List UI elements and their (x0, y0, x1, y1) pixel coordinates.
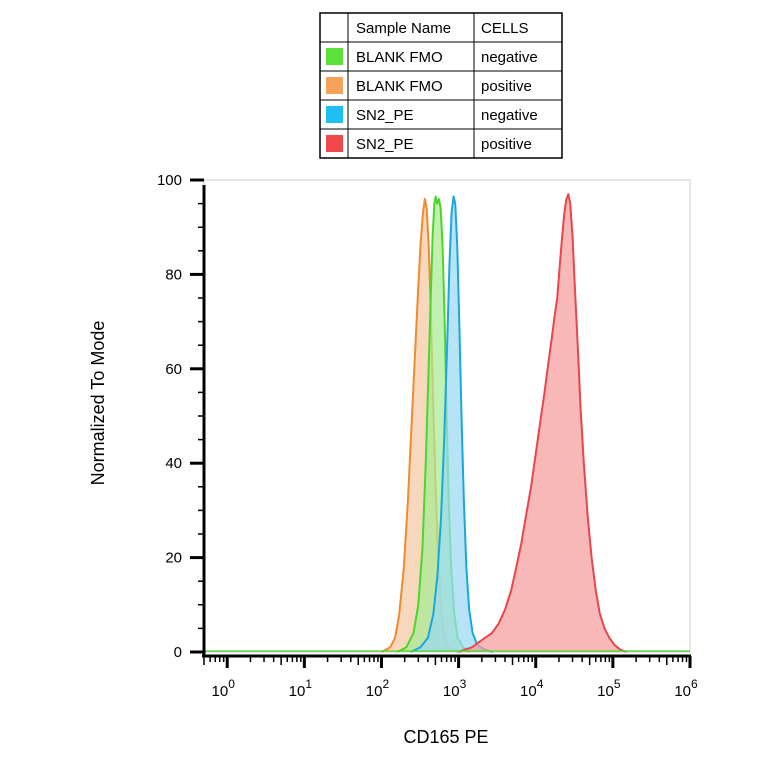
legend-sample-name: BLANK FMO (356, 78, 443, 95)
histogram-area-0 (381, 198, 459, 652)
axes: 0 20 40 60 80 100 100 101 102 103 104 105 106 (157, 172, 698, 700)
legend-cells-value: negative (481, 49, 538, 66)
y-tick-label: 100 (157, 172, 182, 189)
legend-sample-name: SN2_PE (356, 107, 414, 124)
y-axis-label: Normalized To Mode (88, 321, 108, 486)
legend-table: Sample Name CELLS BLANK FMO negative BLANK F… (319, 12, 563, 159)
y-tick-label: 60 (165, 361, 182, 378)
legend-header-sample: Sample Name (356, 20, 451, 37)
x-tick-label: 105 (597, 677, 621, 700)
legend-sample-name: SN2_PE (356, 136, 414, 153)
x-tick-label: 106 (674, 677, 698, 700)
legend-swatch (326, 48, 343, 65)
y-tick-label: 0 (174, 644, 182, 661)
legend-cells-value: negative (481, 107, 538, 124)
plot-area (203, 179, 691, 653)
legend-header-cells: CELLS (481, 20, 529, 37)
y-tick-label: 20 (165, 550, 182, 567)
legend-sample-name: BLANK FMO (356, 49, 443, 66)
x-tick-label: 100 (212, 677, 236, 700)
legend-swatch (326, 77, 343, 94)
histogram-line-3 (458, 193, 627, 653)
histogram-area-1 (397, 196, 470, 652)
legend-cells-value: positive (481, 136, 532, 153)
x-tick-label: 103 (443, 677, 467, 700)
histogram-line-2 (410, 195, 494, 653)
y-tick-label: 40 (165, 455, 182, 472)
x-axis-label: CD165 PE (403, 727, 488, 747)
legend-cells-value: positive (481, 78, 532, 95)
legend-border (319, 12, 563, 159)
legend-swatch (326, 106, 343, 123)
x-tick-label: 104 (520, 677, 544, 700)
x-tick-label: 102 (366, 677, 390, 700)
x-tick-label: 101 (289, 677, 313, 700)
legend-swatch (326, 135, 343, 152)
y-tick-label: 80 (165, 266, 182, 283)
histogram-area-3 (458, 194, 627, 652)
histogram-area-2 (410, 196, 494, 652)
